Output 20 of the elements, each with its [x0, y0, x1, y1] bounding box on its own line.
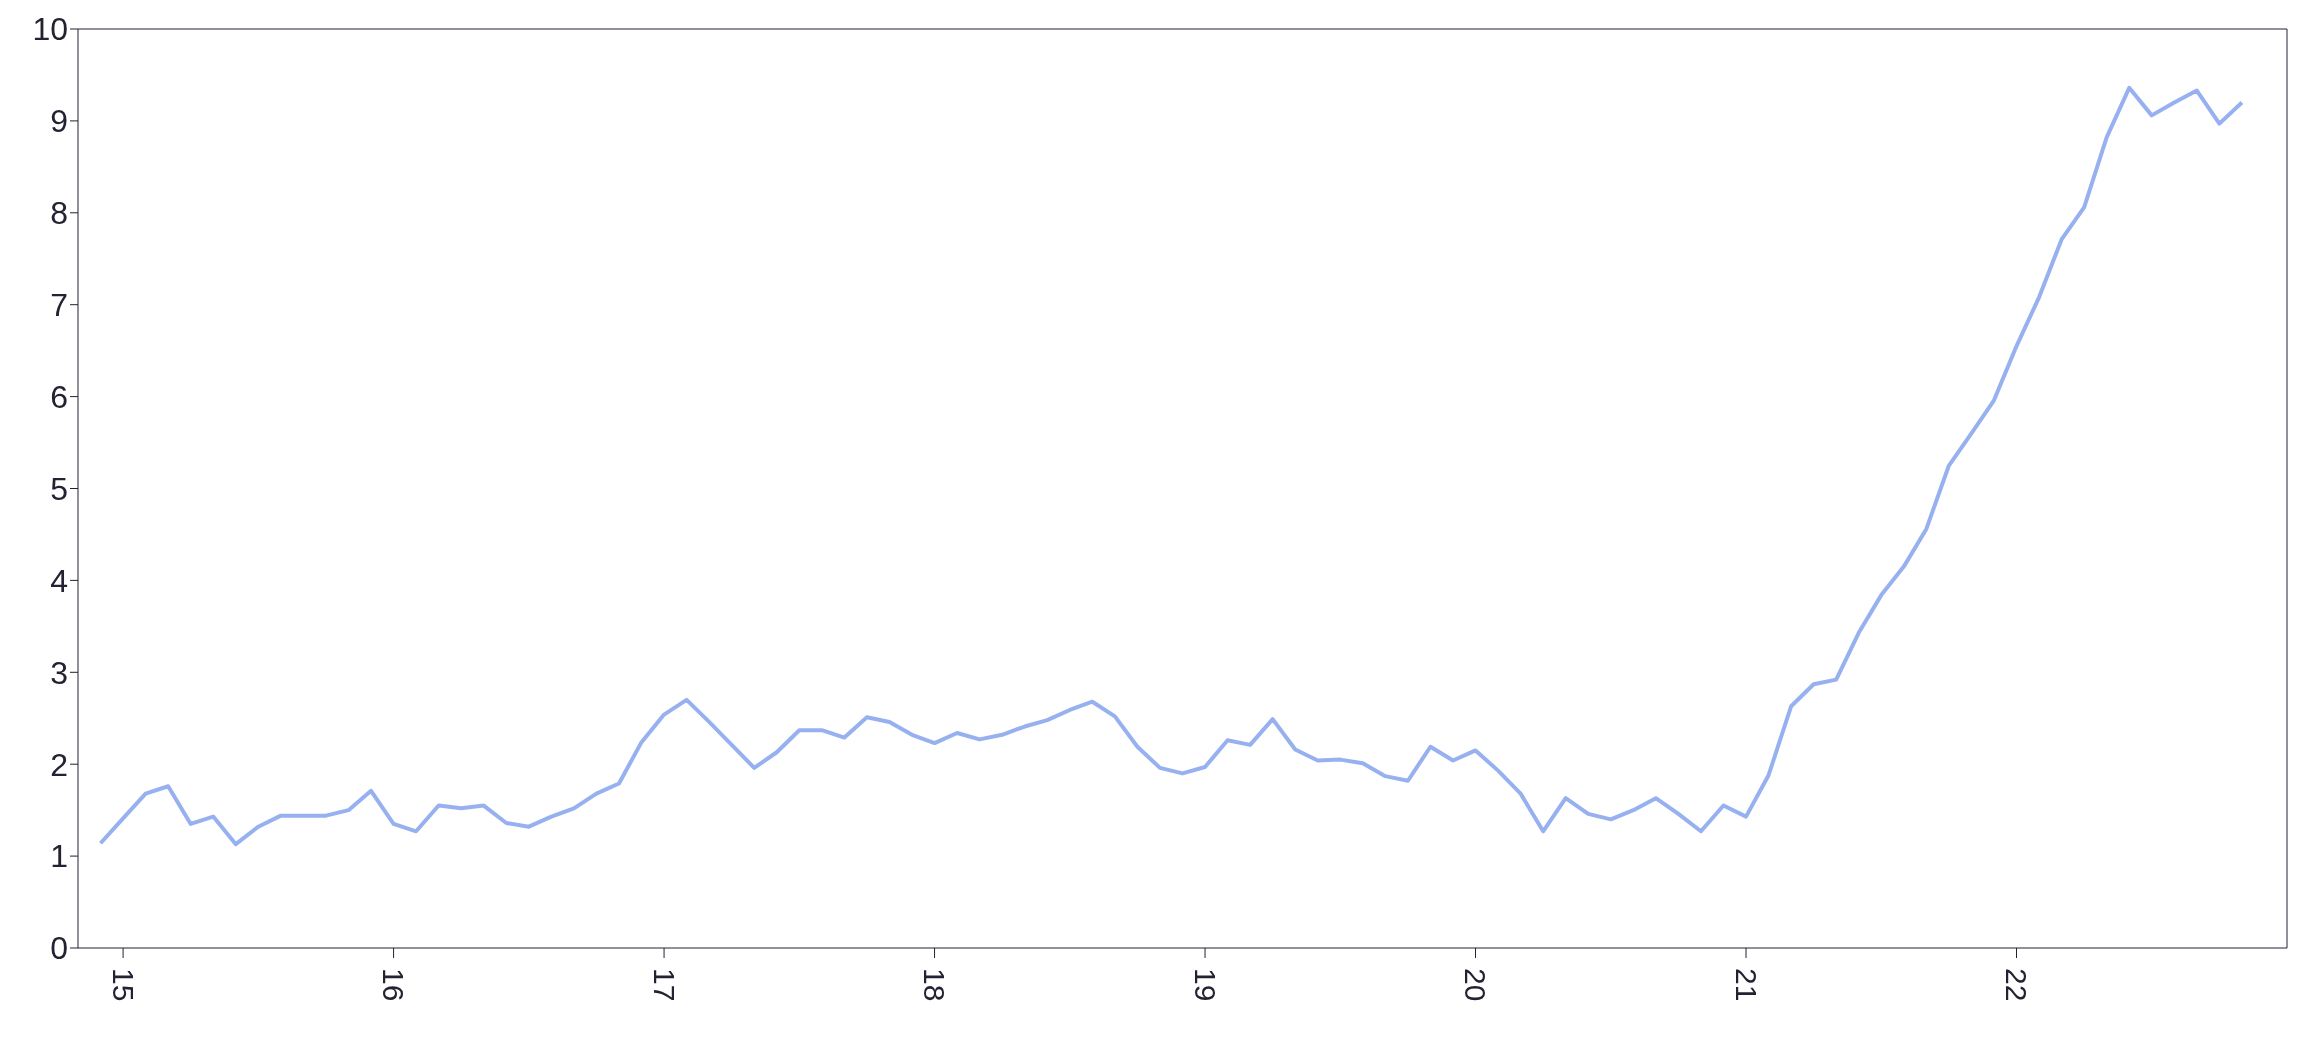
x-tick-label: 21	[1729, 968, 1763, 1002]
x-tick-label: 17	[647, 968, 681, 1002]
y-tick-label: 4	[50, 562, 68, 599]
y-tick-label: 8	[50, 195, 68, 232]
y-tick-label: 6	[50, 378, 68, 415]
x-tick-label: 20	[1459, 968, 1493, 1002]
x-tick-label: 19	[1188, 968, 1222, 1002]
y-tick-label: 2	[50, 746, 68, 783]
y-tick-label: 3	[50, 654, 68, 691]
y-tick-label: 9	[50, 103, 68, 140]
x-tick-label: 15	[106, 968, 140, 1002]
y-tick-label: 7	[50, 287, 68, 324]
line-series	[98, 85, 2244, 847]
y-tick-label: 1	[50, 838, 68, 875]
y-tick-label: 0	[50, 930, 68, 967]
y-tick-label: 5	[50, 470, 68, 507]
x-tick-label: 16	[377, 968, 411, 1002]
x-tick-label: 18	[918, 968, 952, 1002]
x-tick-label: 22	[2000, 968, 2034, 1002]
y-tick-label: 10	[32, 11, 68, 48]
